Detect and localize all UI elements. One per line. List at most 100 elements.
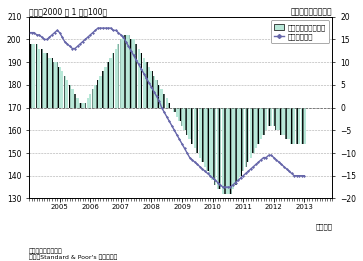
Bar: [148, 67, 150, 108]
Bar: [232, 108, 234, 189]
Bar: [36, 44, 38, 108]
Bar: [51, 58, 53, 108]
Bar: [43, 53, 45, 108]
Bar: [61, 71, 64, 108]
Bar: [79, 103, 81, 108]
Bar: [71, 90, 74, 108]
Bar: [30, 44, 33, 108]
Bar: [112, 53, 114, 108]
Bar: [173, 108, 176, 112]
Text: 指数（2000 年 1 月＝100）: 指数（2000 年 1 月＝100）: [29, 7, 107, 16]
Bar: [79, 103, 81, 108]
Bar: [295, 108, 298, 144]
Bar: [188, 108, 191, 139]
Bar: [69, 85, 71, 108]
Bar: [301, 108, 303, 144]
Bar: [245, 108, 247, 167]
Bar: [206, 108, 209, 171]
Bar: [110, 58, 112, 108]
Bar: [160, 90, 163, 108]
Bar: [290, 108, 293, 144]
Bar: [211, 108, 214, 180]
Bar: [262, 108, 265, 135]
Bar: [130, 39, 132, 108]
Bar: [64, 76, 66, 108]
Bar: [214, 108, 216, 185]
Text: 備考：季節調整値。: 備考：季節調整値。: [29, 249, 63, 254]
Bar: [199, 108, 201, 158]
Bar: [38, 49, 40, 108]
Bar: [94, 85, 97, 108]
Bar: [270, 108, 272, 126]
Bar: [125, 35, 127, 108]
Bar: [303, 108, 306, 144]
Bar: [191, 108, 193, 144]
Bar: [117, 44, 119, 108]
Bar: [74, 94, 76, 108]
Bar: [84, 103, 86, 108]
Bar: [227, 108, 229, 194]
Bar: [255, 108, 257, 149]
Bar: [222, 108, 224, 194]
Bar: [122, 35, 125, 108]
Bar: [173, 108, 176, 112]
Bar: [105, 67, 107, 108]
Bar: [250, 108, 252, 158]
Bar: [91, 90, 94, 108]
Bar: [120, 39, 122, 108]
Bar: [30, 44, 33, 108]
Bar: [56, 62, 58, 108]
Bar: [33, 44, 35, 108]
Bar: [58, 67, 61, 108]
Bar: [48, 58, 51, 108]
Bar: [275, 108, 277, 130]
Bar: [38, 49, 40, 108]
Bar: [204, 108, 206, 167]
Legend: 前年同月比（右軸）, 指数（左軸）: 前年同月比（右軸）, 指数（左軸）: [270, 20, 329, 43]
Bar: [186, 108, 188, 135]
Bar: [69, 85, 71, 108]
Bar: [81, 103, 84, 108]
Bar: [132, 39, 135, 108]
Bar: [163, 94, 166, 108]
Bar: [153, 76, 155, 108]
Bar: [186, 108, 188, 135]
Bar: [168, 103, 171, 108]
Bar: [89, 94, 91, 108]
Bar: [191, 108, 193, 144]
Bar: [135, 44, 137, 108]
Bar: [188, 108, 191, 139]
Bar: [257, 108, 260, 144]
Bar: [283, 108, 285, 135]
Bar: [206, 108, 209, 171]
Bar: [71, 90, 74, 108]
Bar: [138, 49, 140, 108]
Bar: [36, 44, 38, 108]
Bar: [110, 58, 112, 108]
Bar: [285, 108, 288, 139]
Bar: [117, 44, 119, 108]
Bar: [245, 108, 247, 167]
Bar: [288, 108, 290, 139]
Bar: [224, 108, 227, 194]
Bar: [214, 108, 216, 185]
Bar: [74, 94, 76, 108]
Bar: [145, 62, 147, 108]
Bar: [260, 108, 262, 139]
Bar: [229, 108, 232, 194]
Bar: [66, 80, 69, 108]
Bar: [237, 108, 239, 180]
Bar: [132, 39, 135, 108]
Bar: [252, 108, 254, 153]
Bar: [166, 98, 168, 108]
Bar: [295, 108, 298, 144]
Bar: [148, 67, 150, 108]
Bar: [273, 108, 275, 126]
Bar: [183, 108, 186, 130]
Bar: [28, 44, 30, 108]
Bar: [46, 53, 48, 108]
Bar: [232, 108, 234, 189]
Bar: [130, 39, 132, 108]
Bar: [288, 108, 290, 139]
Bar: [242, 108, 244, 171]
